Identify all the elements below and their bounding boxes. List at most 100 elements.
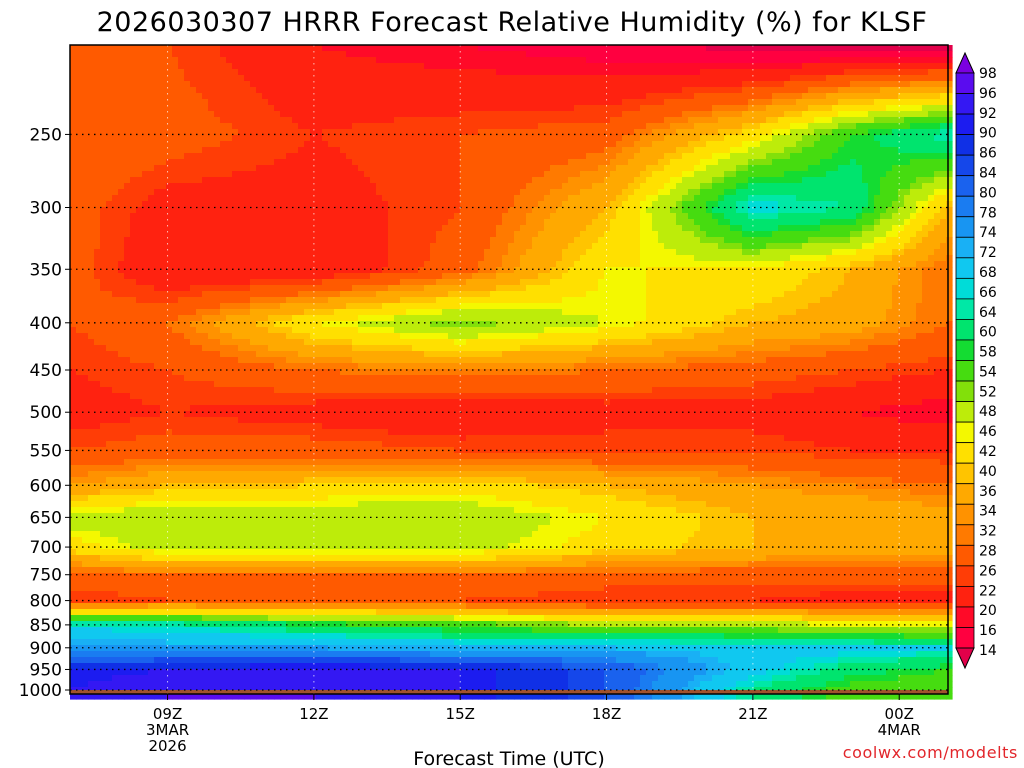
rh-cell [76, 123, 83, 130]
rh-cell [886, 159, 893, 166]
rh-cell [112, 45, 119, 52]
rh-cell [892, 225, 899, 232]
rh-cell [532, 99, 539, 106]
rh-cell [814, 243, 821, 250]
rh-cell [388, 237, 395, 244]
rh-cell [946, 207, 953, 214]
rh-cell [496, 93, 503, 100]
rh-cell [112, 123, 119, 130]
rh-cell [538, 63, 545, 70]
rh-cell [748, 57, 755, 64]
rh-cell [784, 93, 791, 100]
rh-cell [820, 75, 827, 82]
rh-cell [790, 207, 797, 214]
rh-cell [478, 231, 485, 238]
rh-cell [412, 171, 419, 178]
rh-cell [274, 63, 281, 70]
rh-cell [490, 243, 497, 250]
rh-cell [100, 165, 107, 172]
rh-cell [664, 123, 671, 130]
rh-cell [772, 177, 779, 184]
rh-cell [100, 45, 107, 52]
rh-cell [274, 243, 281, 250]
rh-cell [508, 237, 515, 244]
rh-cell [232, 141, 239, 148]
rh-cell [814, 183, 821, 190]
rh-cell [520, 159, 527, 166]
rh-cell [496, 63, 503, 70]
rh-cell [664, 189, 671, 196]
rh-cell [706, 87, 713, 94]
rh-cell [490, 141, 497, 148]
rh-cell [76, 159, 83, 166]
rh-cell [652, 117, 659, 124]
rh-cell [802, 111, 809, 118]
rh-cell [664, 45, 671, 52]
rh-cell [898, 63, 905, 70]
rh-cell [472, 135, 479, 142]
rh-cell [550, 237, 557, 244]
rh-cell [904, 63, 911, 70]
rh-cell [736, 153, 743, 160]
rh-cell [442, 99, 449, 106]
rh-cell [580, 75, 587, 82]
rh-cell [646, 213, 653, 220]
rh-cell [382, 201, 389, 208]
rh-cell [394, 87, 401, 94]
rh-cell [82, 177, 89, 184]
rh-cell [646, 165, 653, 172]
rh-cell [502, 57, 509, 64]
rh-cell [838, 63, 845, 70]
rh-cell [868, 93, 875, 100]
rh-cell [238, 153, 245, 160]
rh-cell [394, 99, 401, 106]
rh-cell [832, 93, 839, 100]
rh-cell [748, 111, 755, 118]
rh-cell [796, 51, 803, 58]
rh-cell [772, 243, 779, 250]
rh-cell [814, 105, 821, 112]
rh-cell [766, 207, 773, 214]
rh-cell [928, 207, 935, 214]
rh-cell [502, 201, 509, 208]
rh-cell [70, 117, 77, 124]
rh-cell [568, 81, 575, 88]
rh-cell [718, 45, 725, 52]
rh-cell [514, 243, 521, 250]
rh-cell [340, 45, 347, 52]
rh-cell [868, 69, 875, 76]
rh-cell [754, 93, 761, 100]
rh-cell [694, 225, 701, 232]
rh-cell [910, 63, 917, 70]
rh-cell [214, 237, 221, 244]
rh-cell [814, 57, 821, 64]
rh-cell [448, 81, 455, 88]
rh-cell [574, 189, 581, 196]
rh-cell [130, 117, 137, 124]
rh-cell [850, 99, 857, 106]
rh-cell [670, 201, 677, 208]
rh-cell [796, 201, 803, 208]
rh-cell [490, 117, 497, 124]
rh-cell [760, 45, 767, 52]
rh-cell [232, 57, 239, 64]
rh-cell [586, 111, 593, 118]
rh-cell [874, 111, 881, 118]
rh-cell [124, 93, 131, 100]
rh-cell [256, 123, 263, 130]
rh-cell [724, 45, 731, 52]
rh-cell [562, 159, 569, 166]
rh-cell [694, 243, 701, 250]
rh-cell [322, 159, 329, 166]
rh-cell [940, 243, 947, 250]
rh-cell [508, 135, 515, 142]
rh-cell [340, 135, 347, 142]
rh-cell [748, 123, 755, 130]
rh-cell [286, 177, 293, 184]
rh-cell [784, 45, 791, 52]
rh-cell [820, 69, 827, 76]
rh-cell [592, 165, 599, 172]
rh-cell [466, 111, 473, 118]
rh-cell [610, 147, 617, 154]
rh-cell [418, 147, 425, 154]
